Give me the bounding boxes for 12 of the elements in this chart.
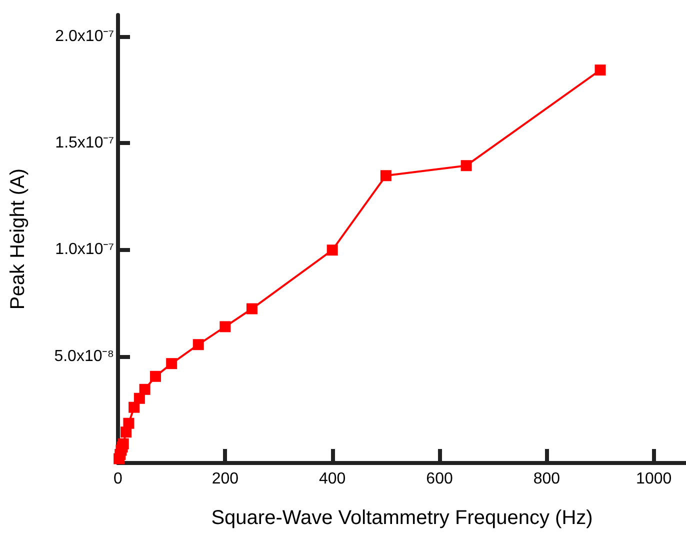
x-tick-label: 0 [114,470,123,488]
x-tick-label: 200 [212,470,239,488]
y-axis-title: Peak Height (A) [7,168,29,310]
x-tick-label: 1000 [636,470,672,488]
x-tick-label: 600 [426,470,453,488]
y-tick-label: 1.5x10⁻⁷ [55,134,114,152]
x-tick-label: 800 [533,470,560,488]
y-tick-label: 5.0x10⁻⁸ [54,348,114,365]
y-tick-label: 2.0x10⁻⁷ [55,28,114,45]
y-tick-label: 1.0x10⁻⁷ [55,241,114,258]
x-tick-label: 400 [318,470,346,488]
x-axis-title: Square-Wave Voltammetry Frequency (Hz) [211,507,593,529]
